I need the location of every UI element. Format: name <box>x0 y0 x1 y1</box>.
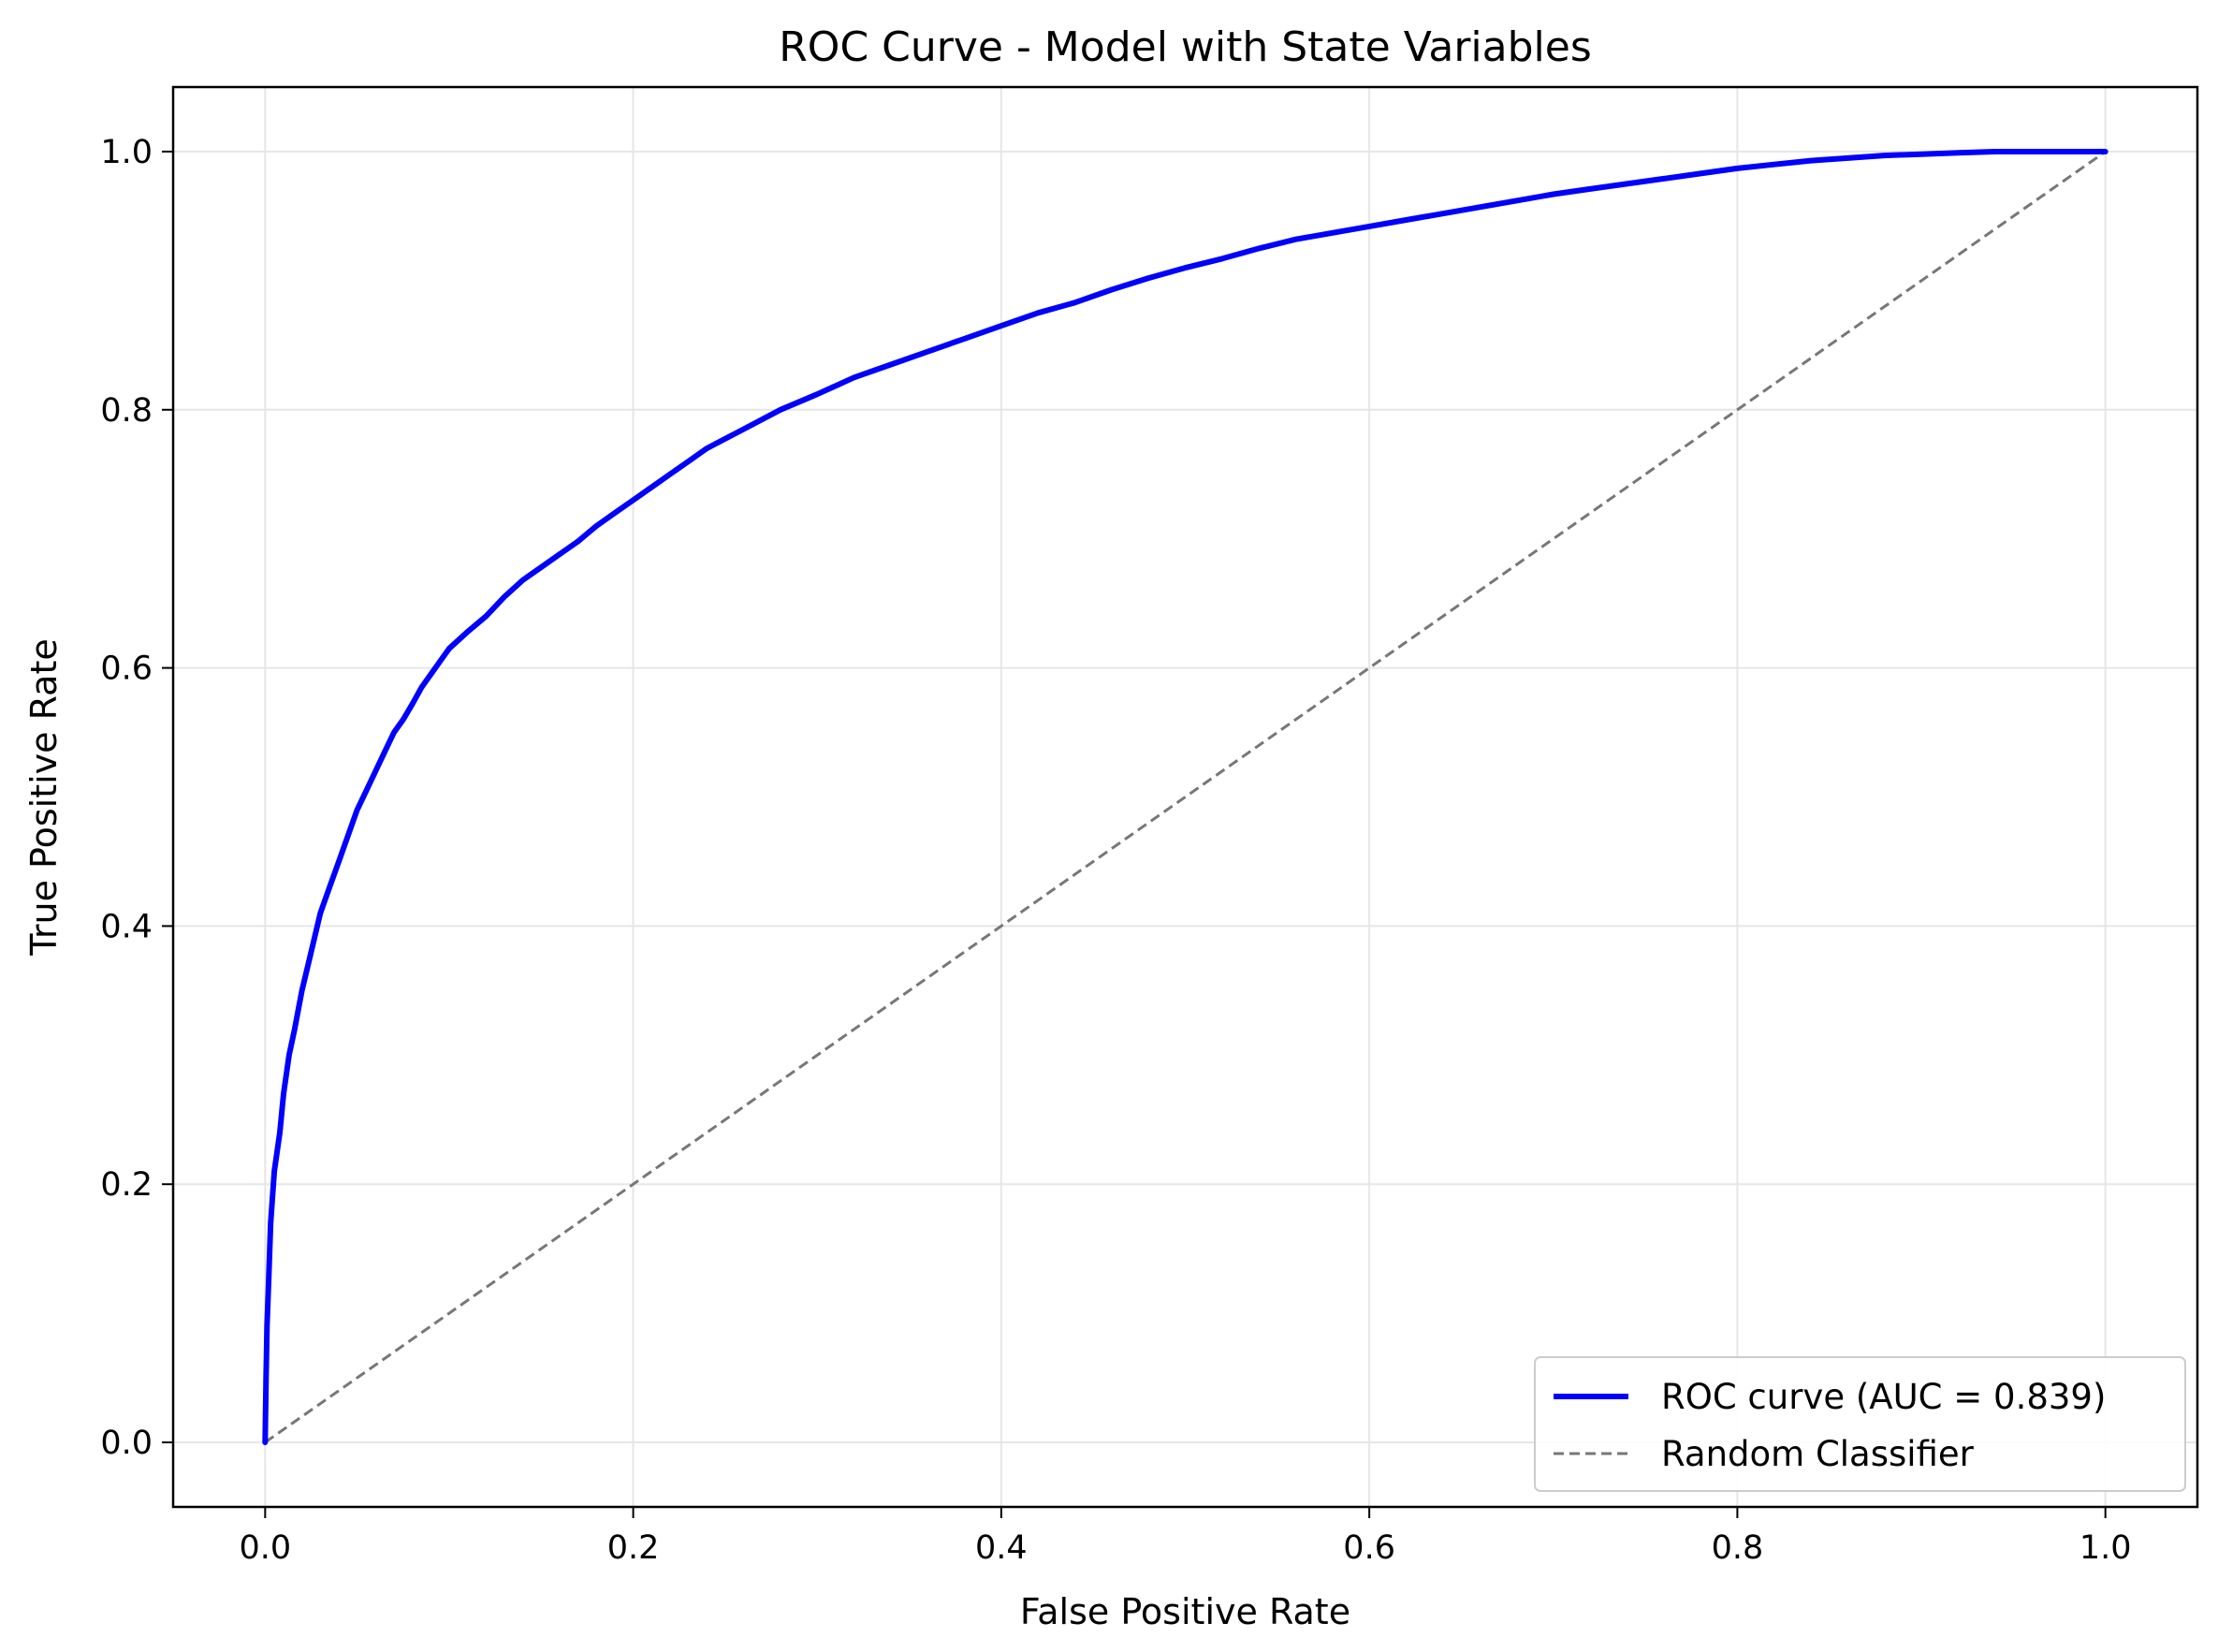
ticks: 0.0 0.2 0.4 0.6 0.8 1.0 0.0 0.2 0.4 0.6 0.8 1.0 <box>100 134 2131 1567</box>
x-axis-label: False Positive Rate <box>1020 1591 1350 1632</box>
x-tick-label: 1.0 <box>2079 1529 2132 1567</box>
x-tick-label: 0.6 <box>1343 1529 1395 1567</box>
y-tick-label: 1.0 <box>100 134 153 171</box>
random-classifier-line <box>264 150 2107 1444</box>
y-tick-label: 0.4 <box>100 908 153 945</box>
series-layer <box>262 149 2109 1445</box>
y-tick-label: 0.8 <box>100 392 153 430</box>
x-tick-label: 0.2 <box>607 1529 660 1567</box>
legend-label-random: Random Classifier <box>1661 1434 1975 1474</box>
roc-curve-line <box>262 149 2109 1445</box>
chart-title: ROC Curve - Model with State Variables <box>779 23 1592 71</box>
y-axis-label: True Positive Rate <box>23 638 65 957</box>
y-tick-label: 0.2 <box>100 1166 153 1204</box>
x-tick-label: 0.8 <box>1712 1529 1764 1567</box>
x-tick-label: 0.0 <box>239 1529 291 1567</box>
plot-frame <box>171 85 2199 1509</box>
legend: ROC curve (AUC = 0.839) Random Classifie… <box>1534 1356 2186 1492</box>
y-tick-label: 0.6 <box>100 651 153 688</box>
legend-label-roc: ROC curve (AUC = 0.839) <box>1661 1377 2106 1417</box>
x-tick-label: 0.4 <box>975 1529 1028 1567</box>
y-tick-label: 0.0 <box>100 1425 153 1462</box>
legend-box <box>1534 1356 2186 1492</box>
